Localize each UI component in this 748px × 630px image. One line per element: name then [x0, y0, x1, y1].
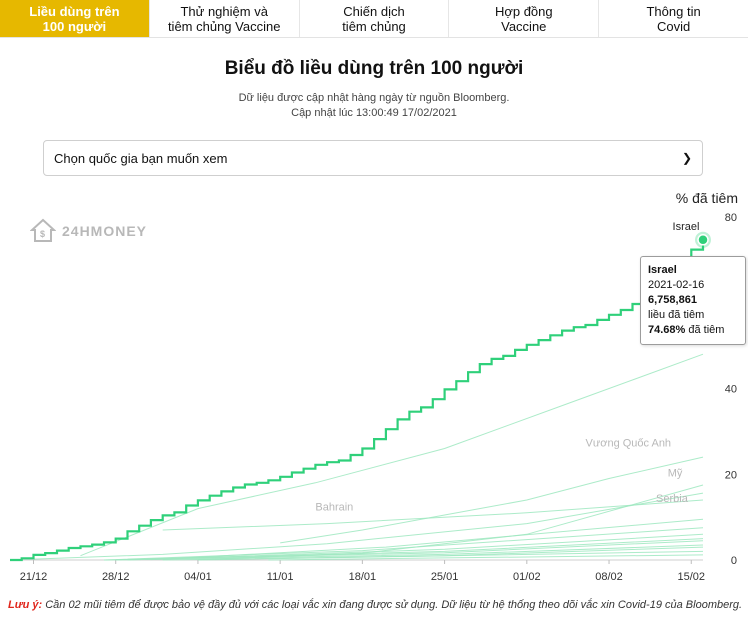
watermark-logo: $ 24HMONEY — [30, 218, 147, 244]
country-select[interactable]: Chọn quốc gia bạn muốn xem ❯ — [43, 140, 703, 176]
series-line — [103, 540, 704, 561]
nav-tabs: Liều dùng trên 100 người Thử nghiệm và t… — [0, 0, 748, 38]
chart-canvas: 02040608021/1228/1204/0111/0118/0125/010… — [10, 212, 737, 583]
tooltip-doses-label: liều đã tiêm — [648, 309, 705, 321]
series-line — [80, 353, 704, 557]
tooltip-doses: 6,758,861 — [648, 294, 697, 306]
series-label: Mỹ — [668, 467, 683, 479]
tab-vaccine-contracts[interactable]: Hợp đồng Vaccine — [449, 0, 600, 37]
source-note: Dữ liệu được cập nhật hàng ngày từ nguồn… — [238, 92, 510, 104]
svg-text:$: $ — [40, 229, 46, 239]
x-tick-label: 28/12 — [102, 571, 130, 583]
tooltip-percent-label: đã tiêm — [688, 324, 725, 336]
x-tick-label: 01/02 — [513, 571, 541, 583]
y-tick-label: 40 — [725, 384, 737, 396]
footnote-text: Cần 02 mũi tiêm để được bảo vệ đầy đủ vớ… — [45, 599, 743, 611]
footnote-label: Lưu ý: — [8, 599, 43, 611]
logo-icon: $ — [30, 218, 56, 242]
series-line — [197, 550, 704, 561]
x-tick-label: 15/02 — [677, 571, 705, 583]
x-tick-label: 21/12 — [20, 571, 48, 583]
highlight-point — [697, 234, 709, 246]
x-tick-label: 11/01 — [267, 571, 294, 583]
series-line — [115, 544, 704, 561]
country-select-value: Chọn quốc gia bạn muốn xem — [54, 150, 228, 166]
tooltip: Israel 2021-02-16 6,758,861 liều đã tiêm… — [640, 256, 746, 345]
x-tick-label: 18/01 — [349, 571, 377, 583]
y-tick-label: 80 — [725, 212, 737, 224]
series-line — [197, 484, 704, 561]
y-tick-label: 0 — [731, 555, 737, 567]
tooltip-date: 2021-02-16 — [648, 279, 705, 291]
series-line — [280, 456, 704, 544]
series-line — [268, 554, 704, 561]
series-label-highlight: Israel — [673, 221, 700, 233]
series-line — [115, 527, 704, 561]
tab-vaccine-trials[interactable]: Thử nghiệm và tiêm chủng Vaccine — [150, 0, 300, 37]
chevron-down-icon: ❯ — [681, 151, 692, 165]
tab-covid-info[interactable]: Thông tin Covid — [646, 3, 701, 34]
tooltip-country: Israel — [648, 264, 677, 276]
series-line — [33, 492, 704, 560]
page-title: Biểu đồ liều dùng trên 100 người — [224, 58, 524, 79]
x-tick-label: 25/01 — [431, 571, 459, 583]
y-axis-label: % đã tiêm — [675, 190, 738, 206]
series-label: Serbia — [656, 493, 689, 505]
series-label: Bahrain — [315, 502, 353, 514]
series-line — [162, 499, 704, 531]
series-line-highlight — [10, 239, 705, 562]
tab-vaccination-campaign[interactable]: Chiến dịch tiêm chủng — [300, 0, 450, 37]
series-label: Vương Quốc Anh — [586, 437, 672, 449]
x-tick-label: 08/02 — [595, 571, 623, 583]
tooltip-percent: 74.68% — [648, 324, 686, 336]
logo-text: 24HMONEY — [62, 223, 148, 239]
y-tick-label: 20 — [725, 469, 737, 481]
footnote: Lưu ý: Cần 02 mũi tiêm để được bảo vệ đầ… — [8, 598, 743, 612]
tab-doses-per-100[interactable]: Liều dùng trên 100 người — [0, 0, 150, 37]
x-tick-label: 04/01 — [184, 571, 212, 583]
updated-timestamp: Cập nhật lúc 13:00:49 17/02/2021 — [291, 107, 457, 119]
